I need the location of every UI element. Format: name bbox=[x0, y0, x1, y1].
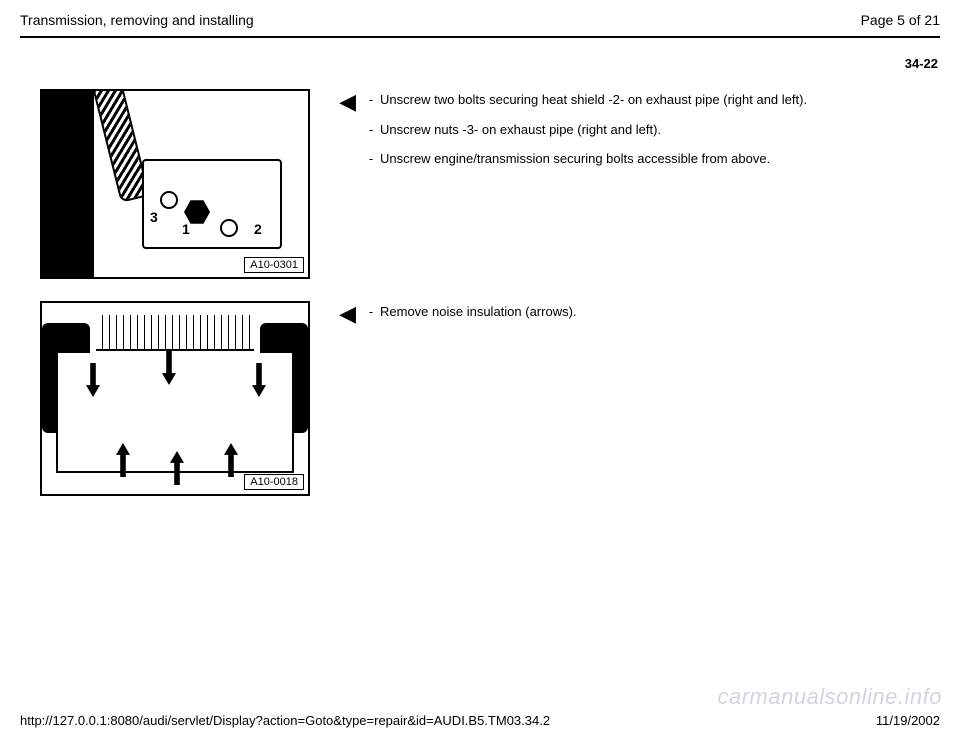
list-item: - Unscrew engine/transmission securing b… bbox=[362, 150, 910, 168]
list-item: - Unscrew two bolts securing heat shield… bbox=[362, 91, 910, 109]
page-header: Transmission, removing and installing Pa… bbox=[20, 12, 940, 36]
section-code: 34-22 bbox=[20, 46, 940, 89]
step-marker-icon: ◀ bbox=[339, 91, 356, 113]
step-marker-icon: ◀ bbox=[339, 303, 356, 325]
bullet-dash: - bbox=[362, 150, 380, 168]
list-item: - Unscrew nuts -3- on exhaust pipe (righ… bbox=[362, 121, 910, 139]
instruction-list-2: - Remove noise insulation (arrows). bbox=[362, 303, 910, 321]
figure-2: A10-0018 bbox=[40, 301, 310, 496]
header-title: Transmission, removing and installing bbox=[20, 12, 254, 28]
figure-1-label: A10-0301 bbox=[244, 257, 304, 273]
footer-date: 11/19/2002 bbox=[876, 713, 940, 728]
bullet-dash: - bbox=[362, 121, 380, 139]
figure-1-callout-3: 3 bbox=[150, 209, 158, 225]
instruction-text: Unscrew engine/transmission securing bol… bbox=[380, 150, 910, 168]
instruction-list-1: - Unscrew two bolts securing heat shield… bbox=[362, 91, 910, 168]
instruction-text: Unscrew two bolts securing heat shield -… bbox=[380, 91, 910, 109]
figure-1: 1 2 3 A10-0301 bbox=[40, 89, 310, 279]
page-footer: http://127.0.0.1:8080/audi/servlet/Displ… bbox=[20, 713, 940, 728]
figure-1-callout-2: 2 bbox=[254, 221, 262, 237]
instruction-text: Remove noise insulation (arrows). bbox=[380, 303, 910, 321]
footer-url: http://127.0.0.1:8080/audi/servlet/Displ… bbox=[20, 713, 550, 728]
bullet-dash: - bbox=[362, 303, 380, 321]
step-block-1: 1 2 3 A10-0301 ◀ - Unscrew two bolts sec… bbox=[40, 89, 910, 279]
watermark-text: carmanualsonline.info bbox=[717, 684, 942, 710]
header-divider bbox=[20, 36, 940, 38]
figure-2-label: A10-0018 bbox=[244, 474, 304, 490]
instruction-text: Unscrew nuts -3- on exhaust pipe (right … bbox=[380, 121, 910, 139]
step-block-2: A10-0018 ◀ - Remove noise insulation (ar… bbox=[40, 301, 910, 496]
list-item: - Remove noise insulation (arrows). bbox=[362, 303, 910, 321]
header-page-number: Page 5 of 21 bbox=[861, 12, 940, 28]
figure-1-callout-1: 1 bbox=[182, 221, 190, 237]
bullet-dash: - bbox=[362, 91, 380, 109]
